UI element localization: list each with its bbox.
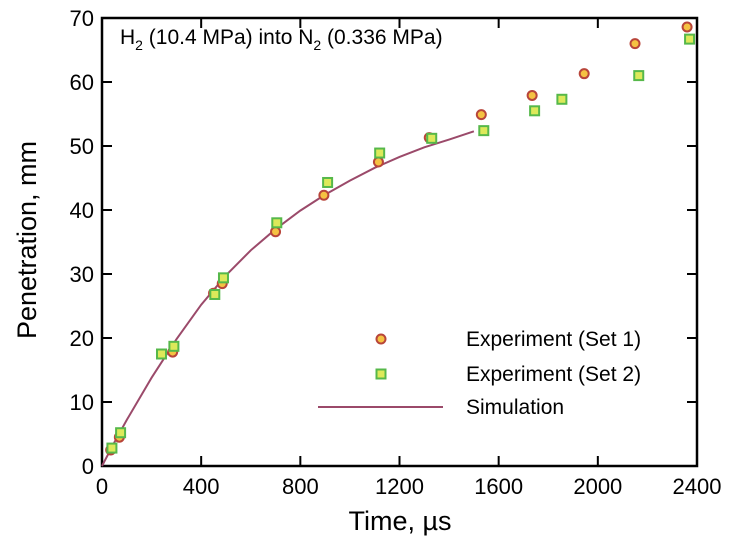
set2-point bbox=[156, 348, 167, 360]
y-tick-label: 20 bbox=[70, 326, 94, 351]
x-tick-label: 2000 bbox=[573, 474, 622, 499]
set2-point bbox=[271, 217, 283, 229]
x-tick-label: 800 bbox=[282, 474, 319, 499]
y-tick-label: 30 bbox=[70, 262, 94, 287]
legend-marker-set2 bbox=[375, 368, 387, 380]
legend-marker-set1 bbox=[375, 333, 387, 345]
condition-annotation: H2 (10.4 MPa) into N2 (0.336 MPa) bbox=[120, 26, 443, 53]
set2-point bbox=[684, 33, 696, 45]
set2-point bbox=[209, 288, 221, 300]
y-tick-label: 0 bbox=[82, 454, 94, 479]
x-tick-label: 400 bbox=[183, 474, 220, 499]
set2-point bbox=[115, 427, 127, 439]
series-layer bbox=[101, 21, 696, 467]
set1-point bbox=[681, 21, 693, 33]
y-axis-title: Penetration, mm bbox=[12, 141, 42, 339]
set2-point bbox=[529, 105, 541, 117]
y-tick-label: 60 bbox=[70, 70, 94, 95]
y-tick-label: 50 bbox=[70, 134, 94, 159]
set2-point bbox=[633, 70, 645, 82]
y-tick-label: 40 bbox=[70, 198, 94, 223]
set2-point bbox=[106, 442, 118, 454]
set1-point bbox=[475, 109, 487, 121]
set2-point bbox=[426, 132, 438, 144]
legend-label-simulation: Simulation bbox=[466, 396, 564, 419]
legend-item-set1: Experiment (Set 1) bbox=[375, 328, 641, 351]
set2-point bbox=[322, 176, 334, 188]
x-tick-label: 2400 bbox=[673, 474, 722, 499]
y-axis-ticks: 0 10 20 30 40 50 60 70 bbox=[70, 6, 697, 479]
legend: Experiment (Set 1) Experiment (Set 2) Si… bbox=[318, 328, 641, 419]
plot-area-border bbox=[100, 16, 699, 468]
set2-point bbox=[556, 93, 568, 105]
plot-frame bbox=[100, 16, 699, 468]
x-axis-ticks: 0 400 800 1200 1600 2000 2400 bbox=[96, 18, 722, 499]
legend-label-set1: Experiment (Set 1) bbox=[466, 328, 641, 351]
set1-point bbox=[526, 89, 538, 101]
set1-point bbox=[578, 68, 590, 80]
set1-point bbox=[372, 156, 384, 168]
set1-point bbox=[629, 38, 641, 50]
simulation-line bbox=[101, 130, 475, 467]
set2-point bbox=[168, 340, 180, 352]
set2-point bbox=[478, 125, 490, 137]
set1-point bbox=[270, 226, 282, 238]
legend-label-set2: Experiment (Set 2) bbox=[466, 363, 641, 386]
x-tick-label: 1600 bbox=[474, 474, 523, 499]
y-tick-label: 70 bbox=[70, 6, 94, 31]
legend-item-simulation: Simulation bbox=[318, 396, 564, 419]
x-axis-title: Time, µs bbox=[348, 506, 451, 536]
set2-point bbox=[374, 147, 386, 159]
x-tick-label: 1200 bbox=[375, 474, 424, 499]
x-tick-label: 0 bbox=[96, 474, 108, 499]
set2-point bbox=[217, 272, 229, 284]
set1-point bbox=[318, 189, 330, 201]
y-tick-label: 10 bbox=[70, 390, 94, 415]
legend-item-set2: Experiment (Set 2) bbox=[375, 363, 641, 386]
